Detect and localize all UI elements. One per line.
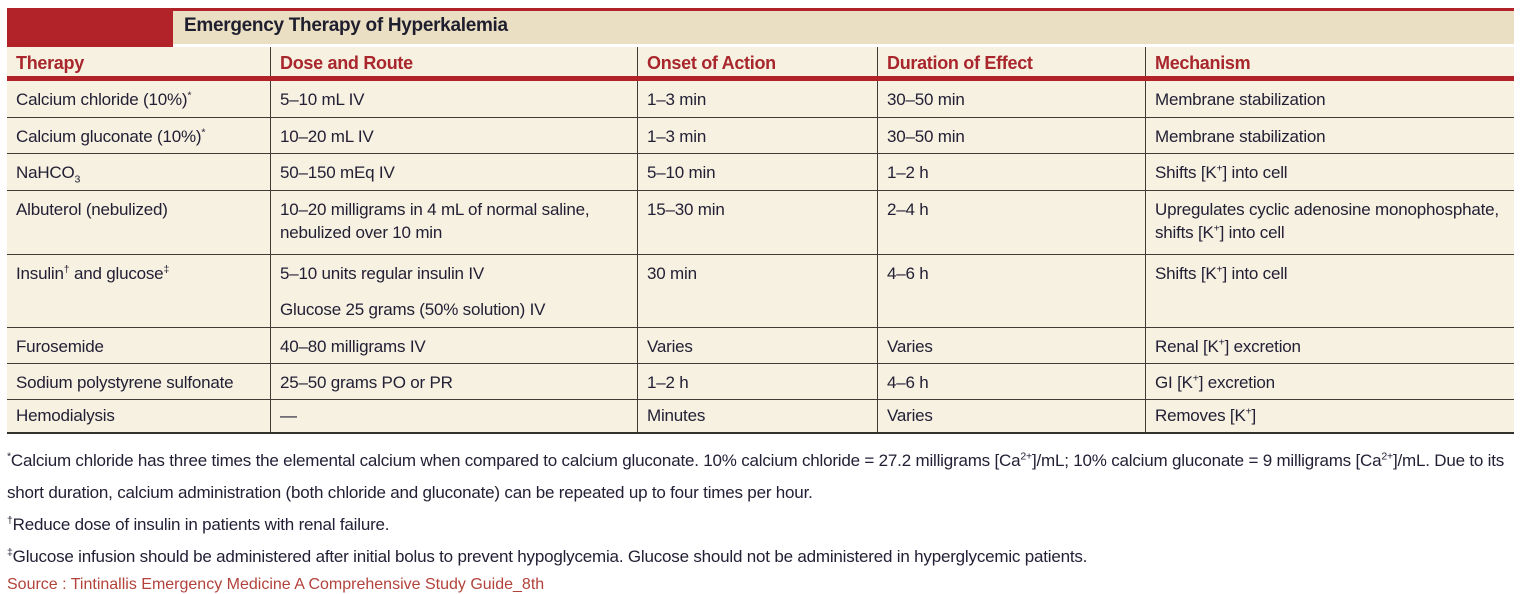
cell-therapy: Insulin† and glucose‡ [16,263,170,283]
column-header-duration: Duration of Effect [877,47,1145,76]
cell-therapy: Albuterol (nebulized) [16,200,168,219]
cell-duration: 2–4 h [877,191,1145,254]
cell-duration: 4–6 h [877,364,1145,399]
top-red-rule [7,8,1514,11]
table-row: NaHCO3 50–150 mEq IV 5–10 min 1–2 h Shifts [… [7,154,1514,191]
cell-therapy: Sodium polystyrene sulfonate [16,373,234,392]
dose-line: 40–80 milligrams IV [280,337,426,356]
cell-onset: 15–30 min [637,191,877,254]
cell-therapy: Hemodialysis [16,406,115,425]
cell-duration: 4–6 h [877,255,1145,327]
cell-dose: 10–20 milligrams in 4 mL of normal salin… [270,191,637,254]
cell-onset: 1–3 min [637,118,877,153]
dose-line: — [280,406,297,425]
cell-mechanism: Renal [K+] excretion [1145,328,1514,363]
table-row: Albuterol (nebulized) 10–20 milligrams in… [7,191,1514,255]
hyperkalemia-table-figure: Emergency Therapy of Hyperkalemia Therap… [7,5,1514,594]
cell-dose: 40–80 milligrams IV [270,328,637,363]
cell-onset: Minutes [637,400,877,432]
cell-mechanism: GI [K+] excretion [1145,364,1514,399]
dose-line: 25–50 grams PO or PR [280,373,453,392]
table-row: Hemodialysis — Minutes Varies Removes [K+] [7,400,1514,434]
table-number-block [7,8,173,47]
column-header-mechanism: Mechanism [1145,47,1514,76]
cell-onset: Varies [637,328,877,363]
cell-dose: 10–20 mL IV [270,118,637,153]
cell-mechanism: Membrane stabilization [1145,118,1514,153]
cell-dose: 5–10 units regular insulin IV Glucose 25 … [270,255,637,327]
therapy-table: Therapy Dose and Route Onset of Action D… [7,47,1514,434]
table-row: Sodium polystyrene sulfonate 25–50 grams … [7,364,1514,400]
table-header-row: Therapy Dose and Route Onset of Action D… [7,47,1514,81]
cell-dose: 5–10 mL IV [270,81,637,117]
cell-mechanism: Removes [K+] [1145,400,1514,432]
footnotes: *Calcium chloride has three times the el… [7,445,1514,573]
cell-dose: 50–150 mEq IV [270,154,637,190]
cell-duration: Varies [877,400,1145,432]
cell-duration: 30–50 min [877,81,1145,117]
cell-duration: 30–50 min [877,118,1145,153]
cell-mechanism: Shifts [K+] into cell [1145,154,1514,190]
cell-dose: — [270,400,637,432]
cell-therapy: NaHCO3 [16,163,81,186]
cell-dose: 25–50 grams PO or PR [270,364,637,399]
cell-duration: Varies [877,328,1145,363]
table-row: Calcium gluconate (10%)* 10–20 mL IV 1–3 m… [7,118,1514,154]
cell-onset: 30 min [637,255,877,327]
cell-therapy: Furosemide [16,337,104,356]
cell-therapy: Calcium chloride (10%)* [16,89,192,109]
cell-duration: 1–2 h [877,154,1145,190]
cell-mechanism: Membrane stabilization [1145,81,1514,117]
cell-onset: 1–3 min [637,81,877,117]
table-row: Calcium chloride (10%)* 5–10 mL IV 1–3 min… [7,81,1514,118]
footnote: ‡Glucose infusion should be administered… [7,546,1088,566]
cell-mechanism: Shifts [K+] into cell [1145,255,1514,327]
table-row: Insulin† and glucose‡ 5–10 units regular … [7,255,1514,328]
cell-onset: 1–2 h [637,364,877,399]
cell-therapy: Calcium gluconate (10%)* [16,126,206,146]
table-body: Calcium chloride (10%)* 5–10 mL IV 1–3 min… [7,81,1514,434]
dose-line: Glucose 25 grams (50% solution) IV [280,300,546,319]
footnote: †Reduce dose of insulin in patients with… [7,514,390,534]
title-band: Emergency Therapy of Hyperkalemia [173,8,1514,44]
column-header-onset: Onset of Action [637,47,877,76]
cell-onset: 5–10 min [637,154,877,190]
column-header-therapy: Therapy [16,53,84,73]
table-row: Furosemide 40–80 milligrams IV Varies Varie… [7,328,1514,364]
column-header-dose: Dose and Route [270,47,637,76]
dose-line: 10–20 milligrams in 4 mL of normal salin… [280,200,590,242]
source-line: Source : Tintinallis Emergency Medicine … [7,576,545,593]
dose-line: 50–150 mEq IV [280,163,395,182]
table-title: Emergency Therapy of Hyperkalemia [184,15,508,36]
dose-line: 5–10 mL IV [280,90,365,109]
cell-mechanism: Upregulates cyclic adenosine monophos­ph… [1145,191,1514,254]
table-titlebar: Emergency Therapy of Hyperkalemia [7,8,1514,47]
footnote: *Calcium chloride has three times the el… [7,450,1505,502]
dose-line: 5–10 units regular insulin IV [280,264,484,283]
dose-line: 10–20 mL IV [280,127,374,146]
